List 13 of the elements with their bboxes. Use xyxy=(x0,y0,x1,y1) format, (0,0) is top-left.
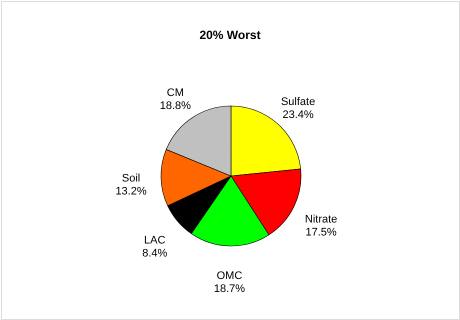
data-label: 8.4% xyxy=(142,248,168,260)
slice-label: Soil xyxy=(122,172,140,185)
slice-label: LAC xyxy=(144,234,166,247)
chart-title: 20% Worst xyxy=(199,28,261,42)
slice-label: Nitrate xyxy=(304,213,338,226)
slice-label: Sulfate xyxy=(280,96,316,108)
data-label: 17.5% xyxy=(305,226,337,238)
slice-label: CM xyxy=(166,86,184,99)
data-label: 13.2% xyxy=(115,186,147,198)
data-label: 18.7% xyxy=(214,282,246,295)
slice-label: OMC xyxy=(216,270,242,282)
data-label: 23.4% xyxy=(282,108,314,121)
data-label: 18.8% xyxy=(160,100,192,112)
